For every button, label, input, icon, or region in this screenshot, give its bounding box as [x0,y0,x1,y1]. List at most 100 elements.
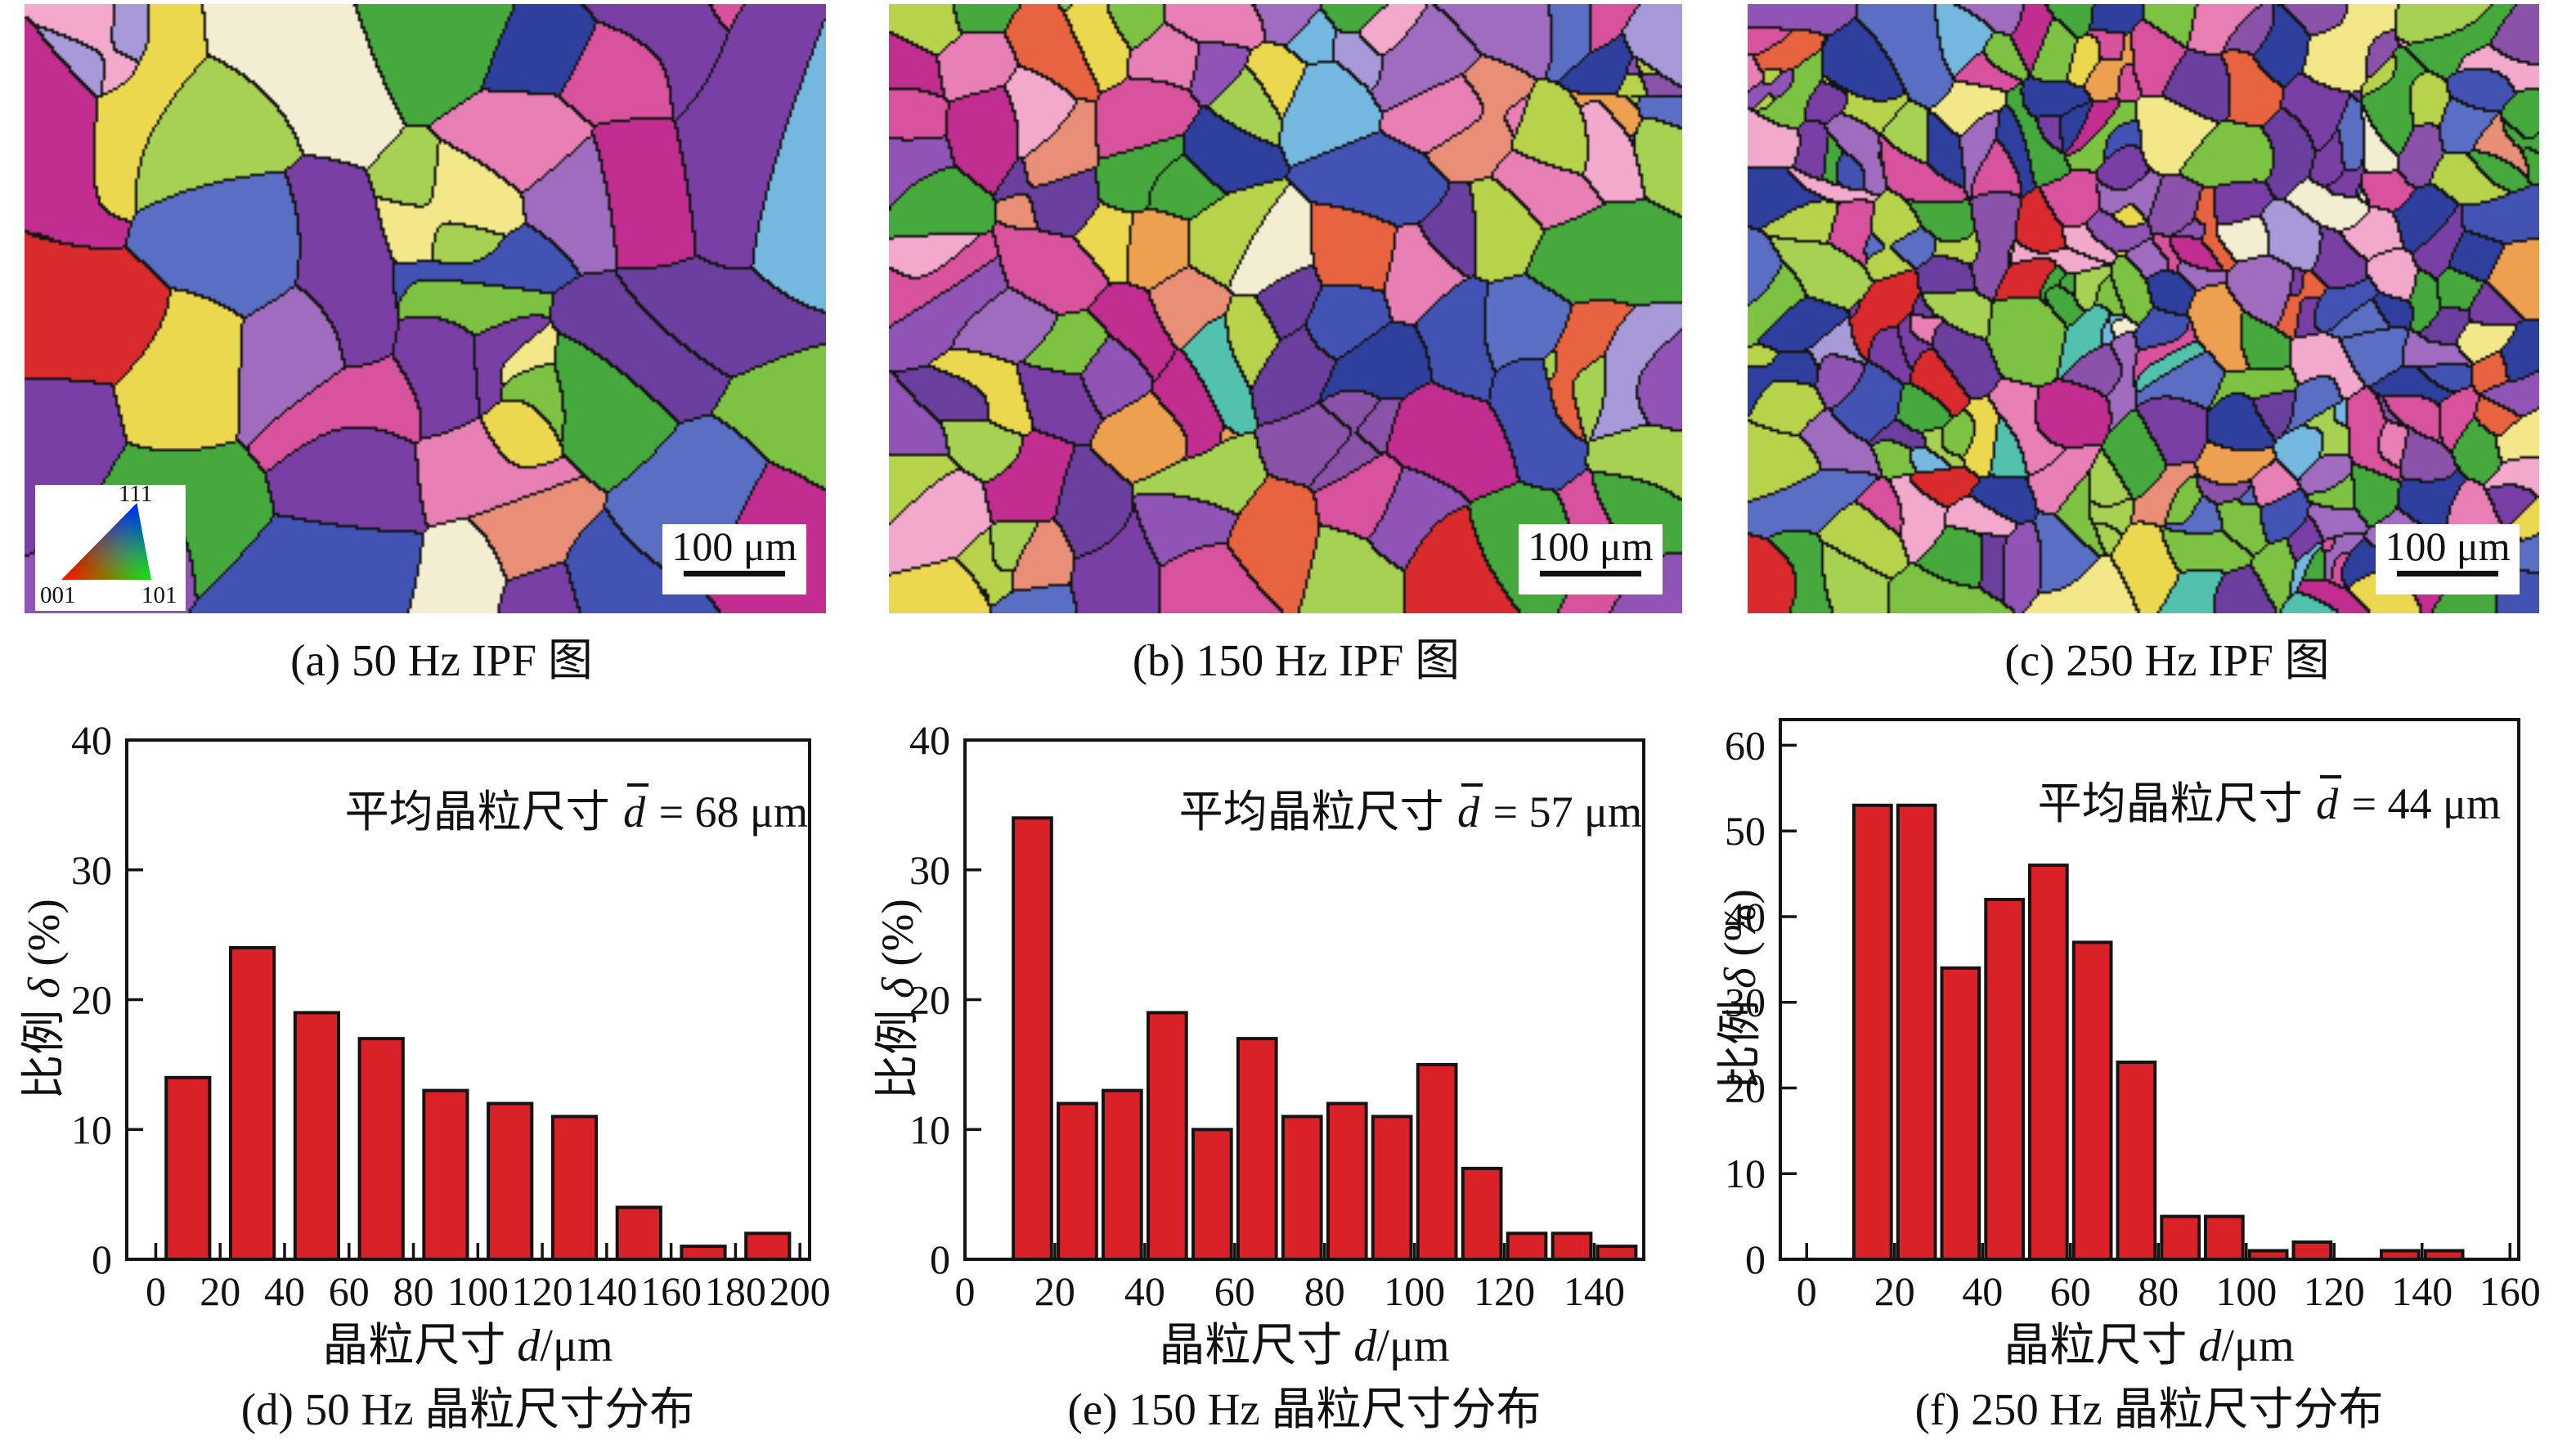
y-tick-label: 30 [909,847,950,893]
x-tick-label: 140 [1564,1268,1625,1314]
bar [229,946,276,1261]
bar [1057,1101,1098,1261]
x-tick-label: 40 [1124,1268,1165,1314]
bar [2071,940,2113,1262]
y-axis-label-text: 比例 [1715,989,1765,1090]
ipf-map-b [889,4,1682,613]
y-axis-label-f: 比例 δ (%) [1703,889,1768,1090]
bar [1012,816,1053,1262]
bar [2380,1249,2421,1261]
mean-grain-size-annotation-f: 平均晶粒尺寸 d = 44 μm [2038,767,2501,832]
y-tick-label: 30 [71,847,112,893]
x-tick-label: 120 [512,1268,573,1314]
bar [1281,1115,1323,1262]
y-tick-label: 50 [1725,808,1766,854]
annotation-text: 平均晶粒尺寸 [2037,779,2314,828]
scale-bar-line [684,571,785,576]
annotation-text: 平均晶粒尺寸 [1178,787,1456,837]
x-axis-unit: /μm [1376,1321,1450,1371]
ipf-key-label-111: 111 [119,481,153,507]
bar [680,1245,727,1261]
scale-bar-a: 100 μm [662,524,806,594]
caption-chart-d: (d) 50 Hz 晶粒尺寸分布 [240,1384,695,1434]
annotation-value: = 68 μm [648,787,808,837]
y-axis-symbol: δ [873,977,922,999]
x-tick-label: 60 [329,1268,370,1314]
x-tick-label: 20 [1034,1268,1075,1314]
y-tick-label: 10 [909,1106,950,1152]
ipf-key-label-101: 101 [141,582,177,608]
bar [1506,1231,1548,1262]
x-tick-label: 80 [393,1268,434,1314]
y-tick-label: 0 [930,1236,950,1282]
bar [2204,1214,2245,1261]
x-axis-symbol: d [2198,1321,2222,1371]
x-tick-label: 80 [1304,1268,1345,1314]
bar [1551,1231,1593,1262]
scale-bar-c: 100 μm [2376,524,2520,594]
y-axis-unit: (%) [1715,889,1765,968]
annotation-dbar-symbol: d [621,783,649,837]
bar [1371,1115,1413,1262]
x-tick-label: 120 [2304,1268,2365,1314]
y-axis-unit: (%) [873,899,922,978]
caption-panel-a: (a) 50 Hz IPF 图 [290,635,593,685]
x-axis-symbol: d [517,1321,541,1371]
bar [1236,1037,1278,1261]
x-tick-label: 100 [2215,1268,2277,1314]
x-tick-label: 80 [2138,1268,2179,1314]
scale-bar-b: 100 μm [1519,524,1663,594]
bar [2423,1249,2465,1261]
bar [487,1101,534,1261]
x-tick-label: 180 [705,1268,766,1314]
ipf-color-triangle [61,503,151,580]
caption-chart-e: (e) 150 Hz 晶粒尺寸分布 [1067,1384,1542,1434]
ipf-color-key: 111 001 101 [35,481,186,611]
mean-grain-size-annotation-e: 平均晶粒尺寸 d = 57 μm [1179,775,1642,840]
bar [615,1205,662,1261]
y-tick-label: 40 [71,717,112,763]
y-axis-symbol: δ [19,977,69,999]
bar [1147,1011,1188,1262]
y-axis-label-d: 比例 δ (%) [7,899,72,1100]
bar [1896,803,1937,1261]
x-tick-label: 0 [955,1268,976,1314]
x-axis-label-text: 晶粒尺寸 [1159,1321,1354,1371]
annotation-text: 平均晶粒尺寸 [344,787,622,837]
scale-bar-line [2397,571,2498,576]
y-tick-label: 20 [71,977,112,1023]
caption-chart-f: (f) 250 Hz 晶粒尺寸分布 [1914,1384,2384,1434]
bar [1461,1166,1503,1262]
y-tick-label: 60 [1725,722,1766,768]
annotation-dbar-symbol: d [2313,775,2342,829]
y-axis-symbol: δ [1715,967,1765,989]
y-tick-label: 0 [92,1236,112,1282]
bar [1595,1245,1638,1261]
x-axis-label-e: 晶粒尺寸 d/μm [936,1308,1672,1375]
ipf-key-label-001: 001 [40,582,76,608]
x-tick-label: 160 [640,1268,702,1314]
bar [293,1011,340,1262]
bar [1326,1101,1368,1261]
x-tick-label: 200 [770,1268,831,1314]
x-tick-label: 0 [1797,1268,1817,1314]
x-tick-label: 60 [1214,1268,1255,1314]
x-tick-label: 0 [146,1268,166,1314]
ipf-panel-b: 100 μm [889,4,1682,613]
scale-bar-label: 100 μm [1528,523,1654,569]
x-axis-label-text: 晶粒尺寸 [2004,1321,2199,1371]
x-tick-label: 160 [2480,1268,2541,1314]
scale-bar-label: 100 μm [671,523,797,569]
bar [550,1115,599,1262]
annotation-dbar-symbol: d [1455,783,1483,837]
mean-grain-size-annotation-d: 平均晶粒尺寸 d = 68 μm [345,775,808,840]
y-tick-label: 40 [909,717,950,763]
bar [2247,1249,2289,1261]
y-axis-label-e: 比例 δ (%) [860,899,926,1100]
bar [744,1231,792,1262]
x-axis-label-f: 晶粒尺寸 d/μm [1781,1308,2517,1375]
bar [1102,1088,1143,1261]
caption-panel-c: (c) 250 Hz IPF 图 [2004,635,2330,685]
x-tick-label: 120 [1474,1268,1535,1314]
